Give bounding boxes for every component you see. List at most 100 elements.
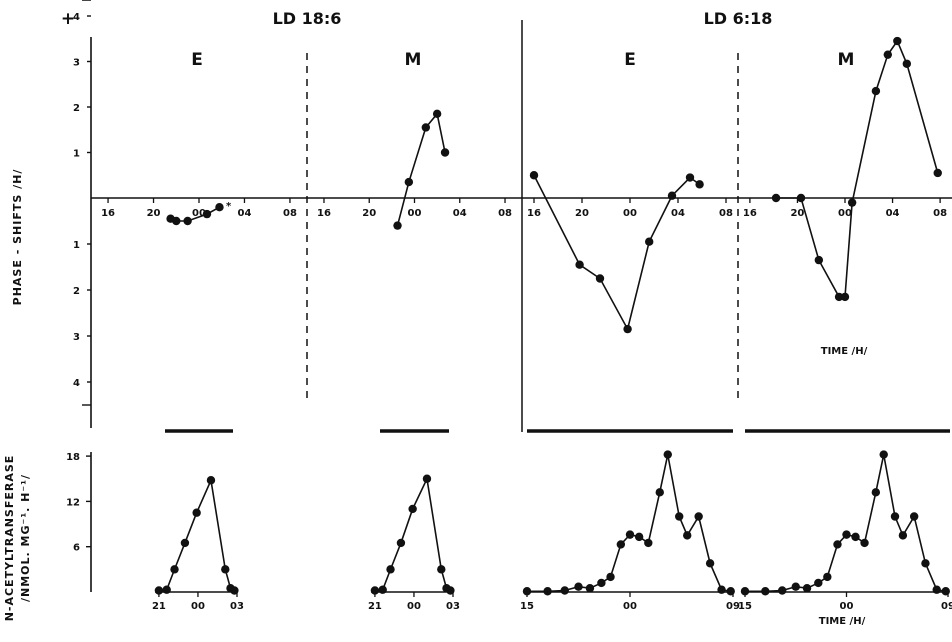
panel-label-ld18-m: M (405, 50, 422, 70)
enzyme-point-p3-13 (890, 512, 900, 521)
phase-xtick-label-p0-4: 08 (283, 208, 297, 219)
enzyme-xtick-label-p1-0: 21 (368, 601, 382, 612)
enzyme-point-p1-2 (386, 565, 395, 574)
phase-point-p0-1 (172, 216, 181, 226)
enzyme-ytick-label-18: 18 (66, 452, 80, 463)
phase-point-p3-10 (933, 168, 942, 178)
phase-xtick-label-p2-0: 16 (527, 208, 541, 219)
phase-star-mark-p0: * (226, 201, 232, 212)
enzyme-point-p3-1 (761, 587, 770, 596)
phase-xtick-label-p1-0: 16 (317, 208, 331, 219)
phase-ytick-label-up-2: 2 (73, 103, 80, 114)
enzyme-series-line-p2 (527, 454, 731, 593)
condition-label-ld6: LD 6:18 (704, 9, 773, 28)
enzyme-point-p2-5 (597, 578, 606, 588)
phase-ytick-label-up-3: 3 (73, 58, 80, 69)
enzyme-point-p2-8 (625, 530, 635, 539)
phase-point-p0-2 (183, 216, 192, 226)
enzyme-point-p3-14 (898, 531, 908, 540)
phase-ytick-label-down-4: 4 (73, 378, 80, 389)
enzyme-xtick-label-p2-1: 00 (623, 601, 637, 612)
phase-ytick-label-down-2: 2 (73, 286, 80, 297)
phase-point-p3-9 (902, 59, 912, 68)
enzyme-point-p2-1 (543, 587, 552, 596)
phase-series-line-p3 (776, 39, 939, 298)
phase-xtick-label-p0-3: 04 (238, 208, 252, 219)
panel-label-ld6-m: M (838, 50, 855, 70)
enzyme-point-p1-5 (422, 474, 432, 483)
enzyme-point-p3-0 (740, 587, 750, 596)
enzyme-ytick-label-12: 12 (66, 497, 80, 508)
enzyme-point-p3-8 (842, 530, 851, 539)
phase-point-p3-0 (771, 193, 781, 203)
phase-point-p3-2 (814, 255, 824, 265)
phase-y-axis-label: PHASE - SHIFTS /H/ (11, 169, 24, 306)
phase-point-p3-3 (834, 292, 844, 302)
phase-xtick-label-p1-1: 20 (362, 208, 376, 219)
phase-point-p2-5 (667, 191, 677, 200)
enzyme-point-p2-14 (683, 531, 692, 540)
enzyme-xtick-label-p2-0: 15 (520, 601, 534, 612)
phase-xtick-label-p2-1: 20 (575, 208, 589, 219)
enzyme-xtick-label-p1-1: 00 (407, 601, 421, 612)
enzyme-point-p1-1 (378, 585, 387, 594)
enzyme-point-p1-0 (370, 586, 380, 595)
phase-point-p2-3 (623, 324, 632, 334)
phase-point-p3-4 (840, 292, 850, 302)
enzyme-point-p3-3 (791, 582, 800, 591)
phase-xtick-label-p1-4: 08 (498, 208, 512, 219)
enzyme-ytick-label-6: 6 (73, 543, 80, 554)
phase-point-p3-5 (847, 198, 857, 207)
phase-point-p2-0 (529, 171, 539, 180)
enzyme-point-p2-12 (663, 450, 672, 459)
phase-point-p2-7 (695, 180, 704, 189)
phase-xtick-label-p0-0: 16 (101, 208, 115, 219)
phase-xtick-label-p3-2: 00 (838, 208, 852, 219)
enzyme-series-line-p0 (158, 477, 235, 592)
enzyme-y-axis-label-1: N-ACETYLTRANSFERASE (3, 455, 16, 622)
phase-point-p3-8 (893, 36, 902, 46)
enzyme-xtick-label-p3-2: 09 (941, 601, 952, 612)
panel-label-ld18-e: E (191, 50, 203, 70)
enzyme-point-p3-5 (814, 578, 823, 588)
phase-point-p1-2 (421, 123, 431, 132)
condition-label-ld18: LD 18:6 (273, 9, 342, 28)
phase-xtick-label-p0-1: 20 (147, 208, 161, 219)
panel-label-ld6-e: E (624, 50, 636, 70)
enzyme-series-line-p1 (374, 476, 451, 592)
phase-point-p2-6 (685, 173, 695, 182)
phase-point-p3-1 (796, 193, 806, 203)
enzyme-point-p0-0 (154, 586, 164, 595)
enzyme-point-p2-13 (675, 512, 684, 521)
phase-xtick-label-p3-3: 04 (886, 208, 900, 219)
enzyme-point-p0-1 (162, 585, 171, 594)
enzyme-xtick-label-p3-0: 15 (738, 601, 752, 612)
enzyme-x-axis-title: TIME /H/ (819, 616, 866, 627)
enzyme-point-p3-7 (833, 540, 842, 549)
phase-xtick-label-p1-2: 00 (408, 208, 422, 219)
enzyme-point-p3-16 (921, 559, 930, 568)
phase-ytick-label-up-4: 4 (73, 12, 80, 23)
phase-point-p2-4 (645, 237, 654, 246)
phase-xtick-label-p0-2: 00 (192, 208, 206, 219)
enzyme-point-p2-16 (705, 559, 715, 568)
enzyme-point-p3-12 (879, 450, 888, 459)
enzyme-xtick-label-p3-1: 00 (840, 601, 854, 612)
phase-xtick-label-p2-2: 00 (623, 208, 637, 219)
enzyme-point-p2-17 (717, 585, 726, 594)
enzyme-point-p1-3 (396, 538, 406, 548)
enzyme-point-p1-6 (437, 565, 446, 574)
enzyme-xtick-label-p0-2: 03 (230, 601, 244, 612)
phase-xtick-label-p2-3: 04 (671, 208, 685, 219)
phase-point-p1-3 (432, 109, 442, 119)
enzyme-point-p0-2 (170, 565, 179, 574)
enzyme-point-p0-8 (230, 586, 239, 595)
enzyme-point-p3-2 (778, 586, 787, 595)
enzyme-xtick-label-p2-2: 09 (726, 601, 740, 612)
phase-point-p3-7 (883, 50, 892, 59)
enzyme-series-line-p3 (745, 454, 946, 593)
enzyme-point-p2-3 (574, 582, 583, 591)
phase-ytick-label-down-3: 3 (73, 332, 80, 343)
enzyme-xtick-label-p0-0: 21 (152, 601, 166, 612)
